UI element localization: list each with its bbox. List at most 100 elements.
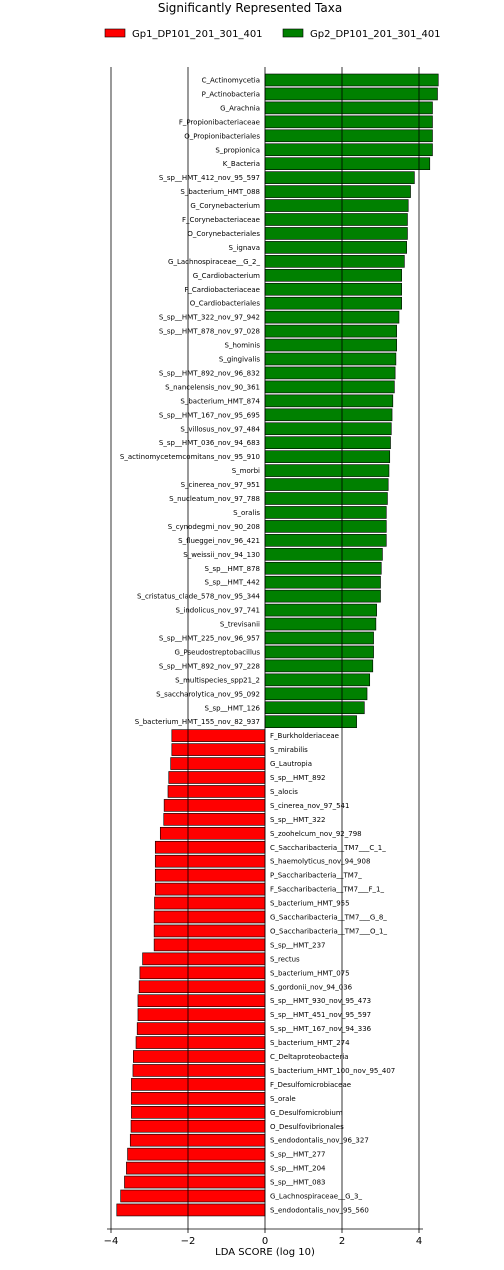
- bar-label: C_Saccharibacteria__TM7___C_1_: [270, 844, 386, 852]
- chart-title: Significantly Represented Taxa: [158, 1, 342, 15]
- bar: [264, 617, 377, 631]
- bar: [264, 464, 390, 477]
- bar-label: S_bacterium_HMT_155_nov_82_937: [135, 718, 260, 726]
- bar: [264, 478, 389, 491]
- bar-label: G_Pseudostreptobacillus: [174, 648, 260, 656]
- bar: [135, 1036, 266, 1049]
- bar: [154, 868, 266, 882]
- bar-label: G_Cardiobacterium: [193, 272, 260, 280]
- bar-label: F_Desulfomicrobiaceae: [270, 1081, 351, 1089]
- bar: [132, 1064, 266, 1077]
- bar-label: O_Corynebacteriales: [187, 230, 260, 238]
- bar-label: S_bacterium_HMT_075: [270, 969, 350, 977]
- bar: [264, 366, 396, 380]
- bar-label: S_sp__HMT_412_nov_95_597: [159, 174, 260, 182]
- bar-label: S_sp__HMT_451_nov_95_597: [270, 1011, 371, 1019]
- bar: [171, 743, 266, 756]
- bar-label: F_Burkholderiaceae: [270, 732, 339, 740]
- bar: [264, 171, 415, 184]
- bar-label: S_multispecies_spp21_2: [175, 676, 260, 684]
- bar-label: S_sp__HMT_930_nov_95_473: [270, 997, 371, 1005]
- bar-label: S_sp__HMT_126: [205, 704, 261, 712]
- bar: [264, 645, 374, 659]
- bar: [264, 185, 411, 198]
- bar-label: S_sp__HMT_237: [270, 941, 325, 949]
- bar-label: S_sp__HMT_204: [270, 1165, 326, 1173]
- bar: [264, 547, 383, 561]
- bar: [264, 673, 371, 687]
- bar-label: O_Propionibacteriales: [184, 132, 260, 140]
- bar: [120, 1189, 266, 1203]
- bar-label: S_weissii_nov_94_130: [183, 551, 260, 559]
- bar: [264, 408, 393, 422]
- bar: [264, 394, 394, 408]
- bar-label: S_bacterium_HMT_274: [270, 1039, 350, 1047]
- bar: [264, 631, 374, 645]
- legend-swatch-gp1: [104, 28, 126, 38]
- bar: [264, 143, 433, 157]
- bar: [137, 1008, 266, 1021]
- bar-label: C_Deltaproteobacteria: [270, 1053, 349, 1061]
- bar: [264, 129, 433, 143]
- bar-label: O_Saccharibacteria__TM7___O_1_: [270, 927, 387, 935]
- bar-label: F_Saccharibacteria__TM7___F_1_: [270, 886, 384, 894]
- bar-label: G_Lachnospiraceae__G_2_: [168, 258, 260, 266]
- bar-label: S_rectus: [270, 955, 300, 963]
- bar-label: S_ignava: [229, 244, 261, 252]
- bar: [154, 896, 266, 910]
- bar: [133, 1050, 266, 1063]
- bar: [154, 840, 266, 854]
- bar-label: P_Actinobacteria: [202, 90, 260, 98]
- bar: [264, 268, 402, 282]
- bar-label: O_Desulfovibrionales: [270, 1123, 344, 1131]
- bar: [153, 938, 266, 952]
- bar: [264, 115, 433, 129]
- bar: [264, 282, 402, 296]
- bar-label: S_sp__HMT_036_nov_94_683: [159, 439, 260, 447]
- bar-label: K_Bacteria: [223, 160, 260, 168]
- bar: [163, 813, 266, 826]
- bar: [264, 506, 387, 519]
- bar-label: S_sp__HMT_892_nov_97_228: [159, 662, 260, 670]
- bar: [264, 436, 391, 450]
- bar-label: S_alocis: [270, 788, 298, 796]
- bar: [264, 380, 395, 394]
- bar: [264, 687, 368, 701]
- bar: [153, 924, 266, 938]
- bar: [264, 520, 387, 533]
- bar: [142, 952, 266, 966]
- bar-label: S_gordonii_nov_94_036: [270, 983, 353, 991]
- bar: [264, 603, 377, 617]
- bar: [264, 296, 402, 310]
- x-tick-label: −4: [104, 1236, 119, 1247]
- bar-label: G_Saccharibacteria__TM7___G_8_: [270, 914, 387, 922]
- bar-label: S_oralis: [233, 509, 260, 517]
- bar: [264, 575, 381, 589]
- bar: [264, 338, 397, 352]
- bar: [264, 310, 400, 324]
- bar: [264, 450, 391, 463]
- bar-label: C_Actinomycetia: [202, 77, 260, 85]
- bar: [129, 1133, 266, 1147]
- legend: Gp1_DP101_201_301_401 Gp2_DP101_201_301_…: [104, 28, 441, 40]
- bar: [154, 854, 266, 868]
- legend-swatch-gp2: [282, 28, 304, 38]
- bar-label: S_cinerea_nov_97_541: [270, 802, 349, 810]
- bar-label: S_sp__HMT_892_nov_96_832: [159, 369, 260, 377]
- bar: [170, 757, 266, 770]
- bar: [154, 882, 266, 896]
- bar: [264, 715, 357, 729]
- bar-label: S_sp__HMT_225_nov_96_957: [159, 635, 260, 643]
- bar: [131, 1106, 266, 1119]
- bar-label: S_bacterium_HMT_955: [270, 900, 350, 908]
- bar: [137, 994, 266, 1008]
- bar-label: S_sp__HMT_167_nov_95_695: [159, 411, 260, 419]
- grid-lines: [110, 67, 420, 1229]
- bar: [264, 701, 365, 715]
- x-tick-label: 0: [262, 1236, 268, 1247]
- bar: [138, 980, 266, 994]
- x-axis-label: LDA SCORE (log 10): [215, 1247, 315, 1258]
- bar: [130, 1119, 266, 1133]
- bar-label: S_trevisanii: [220, 621, 260, 629]
- bar-label: S_saccharolytica_nov_95_092: [156, 690, 260, 698]
